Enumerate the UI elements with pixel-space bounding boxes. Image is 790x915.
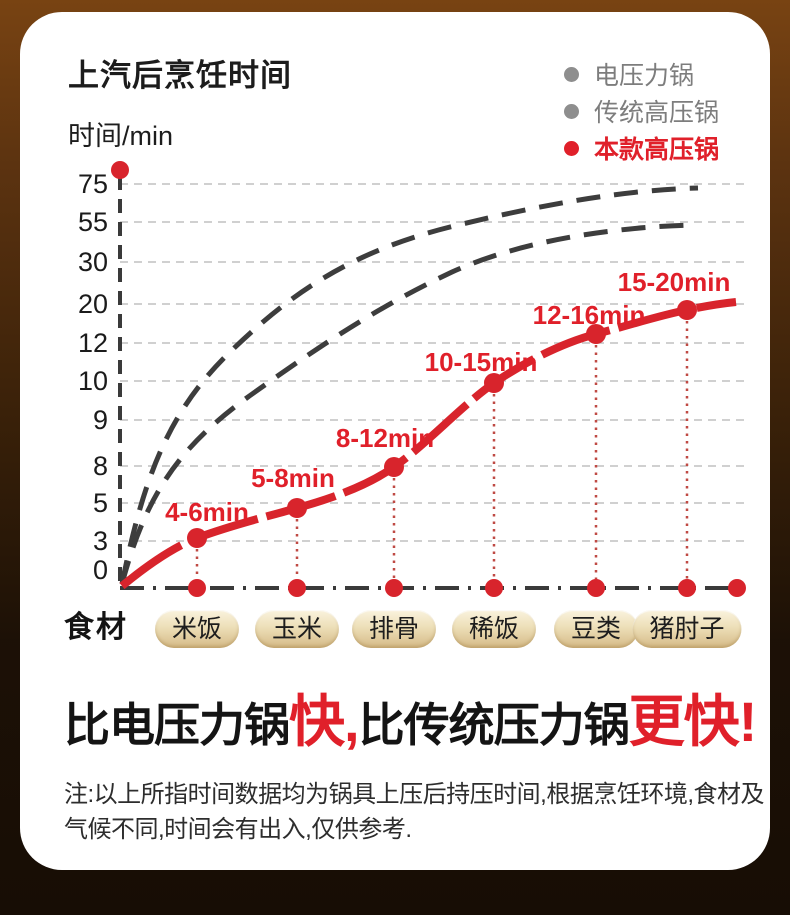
headline-red-2: 更快! xyxy=(628,690,758,753)
legend-item-this-cooker: 本款高压锅 xyxy=(564,134,719,164)
data-point-dot xyxy=(187,528,207,548)
y-tick-label: 12 xyxy=(78,328,108,358)
footnote: 注:以上所指时间数据均为锅具上压后持压时间,根据烹饪环境,食材及气候不同,时间会… xyxy=(64,781,765,843)
data-point-dot xyxy=(384,457,404,477)
y-tick-label: 3 xyxy=(93,526,108,556)
y-tick-label: 8 xyxy=(93,451,108,481)
ingredient-pill: 稀饭 xyxy=(451,610,537,648)
data-point-dot xyxy=(484,373,504,393)
data-point-dot xyxy=(586,324,606,344)
chart-card: 上汽后烹饪时间 电压力锅 传统高压锅 本款高压锅 时间/min 75 55 30 20… xyxy=(20,12,770,870)
y-tick-label: 20 xyxy=(78,289,108,319)
headline-black-2: 比传统压力锅 xyxy=(358,699,630,751)
data-point-dot xyxy=(677,300,697,320)
y-axis-label: 时间/min xyxy=(68,121,174,151)
point-label: 12-16min xyxy=(533,300,646,330)
y-axis-end-dot xyxy=(111,161,129,179)
legend-item-traditional-cooker: 传统高压锅 xyxy=(564,97,719,127)
series-this-cooker-curve xyxy=(119,298,737,590)
x-axis-category-dot xyxy=(385,579,403,597)
headline-black-1: 比电压力锅 xyxy=(64,699,290,751)
y-tick-label: 0 xyxy=(93,555,108,585)
y-tick-label: 10 xyxy=(78,366,108,396)
data-point-dot xyxy=(287,498,307,518)
legend-dot-icon xyxy=(564,103,579,119)
series-electric-cooker-curve xyxy=(119,185,699,585)
point-label: 4-6min xyxy=(165,497,249,527)
y-tick-label: 9 xyxy=(93,405,108,435)
x-axis-category-dot xyxy=(678,579,696,597)
ingredient-pill: 排骨 xyxy=(351,610,437,648)
point-label: 15-20min xyxy=(618,267,731,297)
ingredient-pills: 米饭 玉米 排骨 稀饭 豆类 猪肘子 xyxy=(20,610,770,650)
x-axis-end-dot xyxy=(728,579,746,597)
ingredient-pill: 豆类 xyxy=(553,610,639,648)
legend-label: 电压力锅 xyxy=(594,62,695,90)
legend-item-electric-cooker: 电压力锅 xyxy=(564,60,719,90)
point-label: 5-8min xyxy=(251,463,335,493)
series-traditional-cooker-curve xyxy=(119,222,695,585)
y-tick-label: 5 xyxy=(93,488,108,518)
x-axis-category-dot xyxy=(587,579,605,597)
ingredient-pill: 玉米 xyxy=(254,610,340,648)
point-label: 8-12min xyxy=(336,423,434,453)
x-axis-category-dot xyxy=(188,579,206,597)
legend-dot-icon xyxy=(564,66,579,82)
ingredient-pill: 米饭 xyxy=(154,610,240,648)
legend-label: 本款高压锅 xyxy=(594,136,720,164)
x-axis-category-dot xyxy=(485,579,503,597)
point-label: 10-15min xyxy=(425,347,538,377)
legend-label: 传统高压锅 xyxy=(594,99,720,127)
headline-red-1: 快, xyxy=(289,690,360,753)
y-tick-label: 75 xyxy=(78,169,108,199)
chart-title: 上汽后烹饪时间 xyxy=(68,58,292,93)
y-tick-label: 30 xyxy=(78,247,108,277)
x-axis-category-dot xyxy=(288,579,306,597)
y-tick-label: 55 xyxy=(78,207,108,237)
ingredient-pill: 猪肘子 xyxy=(632,610,742,648)
legend-dot-icon xyxy=(564,140,579,156)
legend: 电压力锅 传统高压锅 本款高压锅 xyxy=(564,60,719,164)
headline: 比电压力锅快,比传统压力锅更快! xyxy=(64,690,764,754)
x-axis-label: 食材 xyxy=(64,611,128,644)
